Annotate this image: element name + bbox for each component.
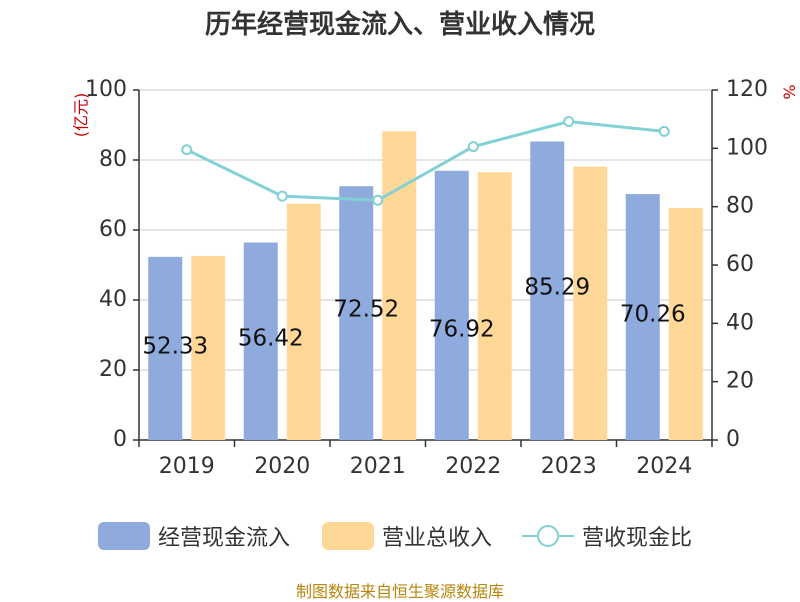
bar-cash-inflow — [434, 170, 469, 440]
data-label-cash-inflow: 85.29 — [524, 275, 590, 301]
y-left-unit: (亿元) — [72, 93, 91, 138]
data-label-cash-inflow: 56.42 — [238, 326, 304, 352]
bar-revenue — [382, 131, 417, 441]
x-tick-label: 2024 — [636, 454, 692, 479]
bar-revenue — [191, 255, 226, 440]
y-right-tick-label: 40 — [726, 310, 754, 335]
bar-revenue — [668, 207, 703, 440]
point-cash-ratio — [372, 194, 384, 206]
point-cash-ratio — [658, 125, 670, 137]
line-cash-ratio — [186, 120, 665, 202]
data-label-cash-inflow: 72.52 — [333, 297, 399, 323]
x-tick-label: 2019 — [159, 454, 215, 479]
legend-item-cash-ratio[interactable]: 营收现金比 — [522, 516, 692, 556]
bar-cash-inflow — [243, 242, 278, 440]
legend-label-revenue: 营业总收入 — [382, 526, 493, 551]
legend-swatch-revenue — [322, 522, 374, 550]
legend-swatch-cash-inflow — [98, 522, 150, 550]
x-tick-label: 2023 — [541, 454, 597, 479]
bar-cash-inflow — [625, 194, 660, 440]
source-note: 制图数据来自恒生聚源数据库 — [295, 582, 504, 601]
bar-revenue — [477, 172, 512, 440]
bar-revenue — [286, 203, 321, 440]
legend-item-revenue[interactable]: 营业总收入 — [322, 516, 492, 556]
y-left-tick-label: 100 — [85, 77, 127, 102]
x-tick-label: 2021 — [350, 454, 406, 479]
legend-marker-cash-ratio — [522, 522, 574, 550]
point-cash-ratio — [276, 190, 288, 202]
data-label-cash-inflow: 76.92 — [429, 317, 495, 343]
chart-legend: 经营现金流入 营业总收入 营收现金比 — [0, 516, 800, 556]
legend-label-cash-inflow: 经营现金流入 — [158, 526, 291, 551]
bar-cash-inflow — [530, 141, 565, 441]
y-left-tick-label: 20 — [99, 357, 127, 382]
chart-title: 历年经营现金流入、营业收入情况 — [204, 10, 595, 40]
data-label-cash-inflow: 70.26 — [620, 302, 686, 328]
data-label-cash-inflow: 52.33 — [142, 334, 208, 360]
y-left-tick-label: 80 — [99, 147, 127, 172]
y-left-tick-label: 40 — [99, 287, 127, 312]
x-tick-label: 2020 — [254, 454, 310, 479]
bar-revenue — [573, 166, 608, 440]
x-tick-label: 2022 — [445, 454, 501, 479]
legend-item-cash-inflow[interactable]: 经营现金流入 — [98, 516, 290, 556]
point-cash-ratio — [181, 144, 193, 156]
y-right-tick-label: 60 — [726, 252, 754, 277]
point-cash-ratio — [563, 116, 575, 127]
point-cash-ratio — [467, 141, 479, 153]
y-right-tick-label: 120 — [726, 77, 768, 102]
bar-cash-inflow — [339, 186, 374, 440]
bar-cash-inflow — [148, 256, 183, 440]
y-right-tick-label: 0 — [726, 427, 740, 452]
y-left-tick-label: 0 — [113, 427, 127, 452]
legend-label-cash-ratio: 营收现金比 — [582, 526, 693, 551]
y-right-tick-label: 80 — [726, 194, 754, 219]
y-right-tick-label: 20 — [726, 369, 754, 394]
y-right-tick-label: 100 — [726, 135, 768, 160]
y-right-unit: % — [780, 84, 799, 99]
y-left-tick-label: 60 — [99, 217, 127, 242]
